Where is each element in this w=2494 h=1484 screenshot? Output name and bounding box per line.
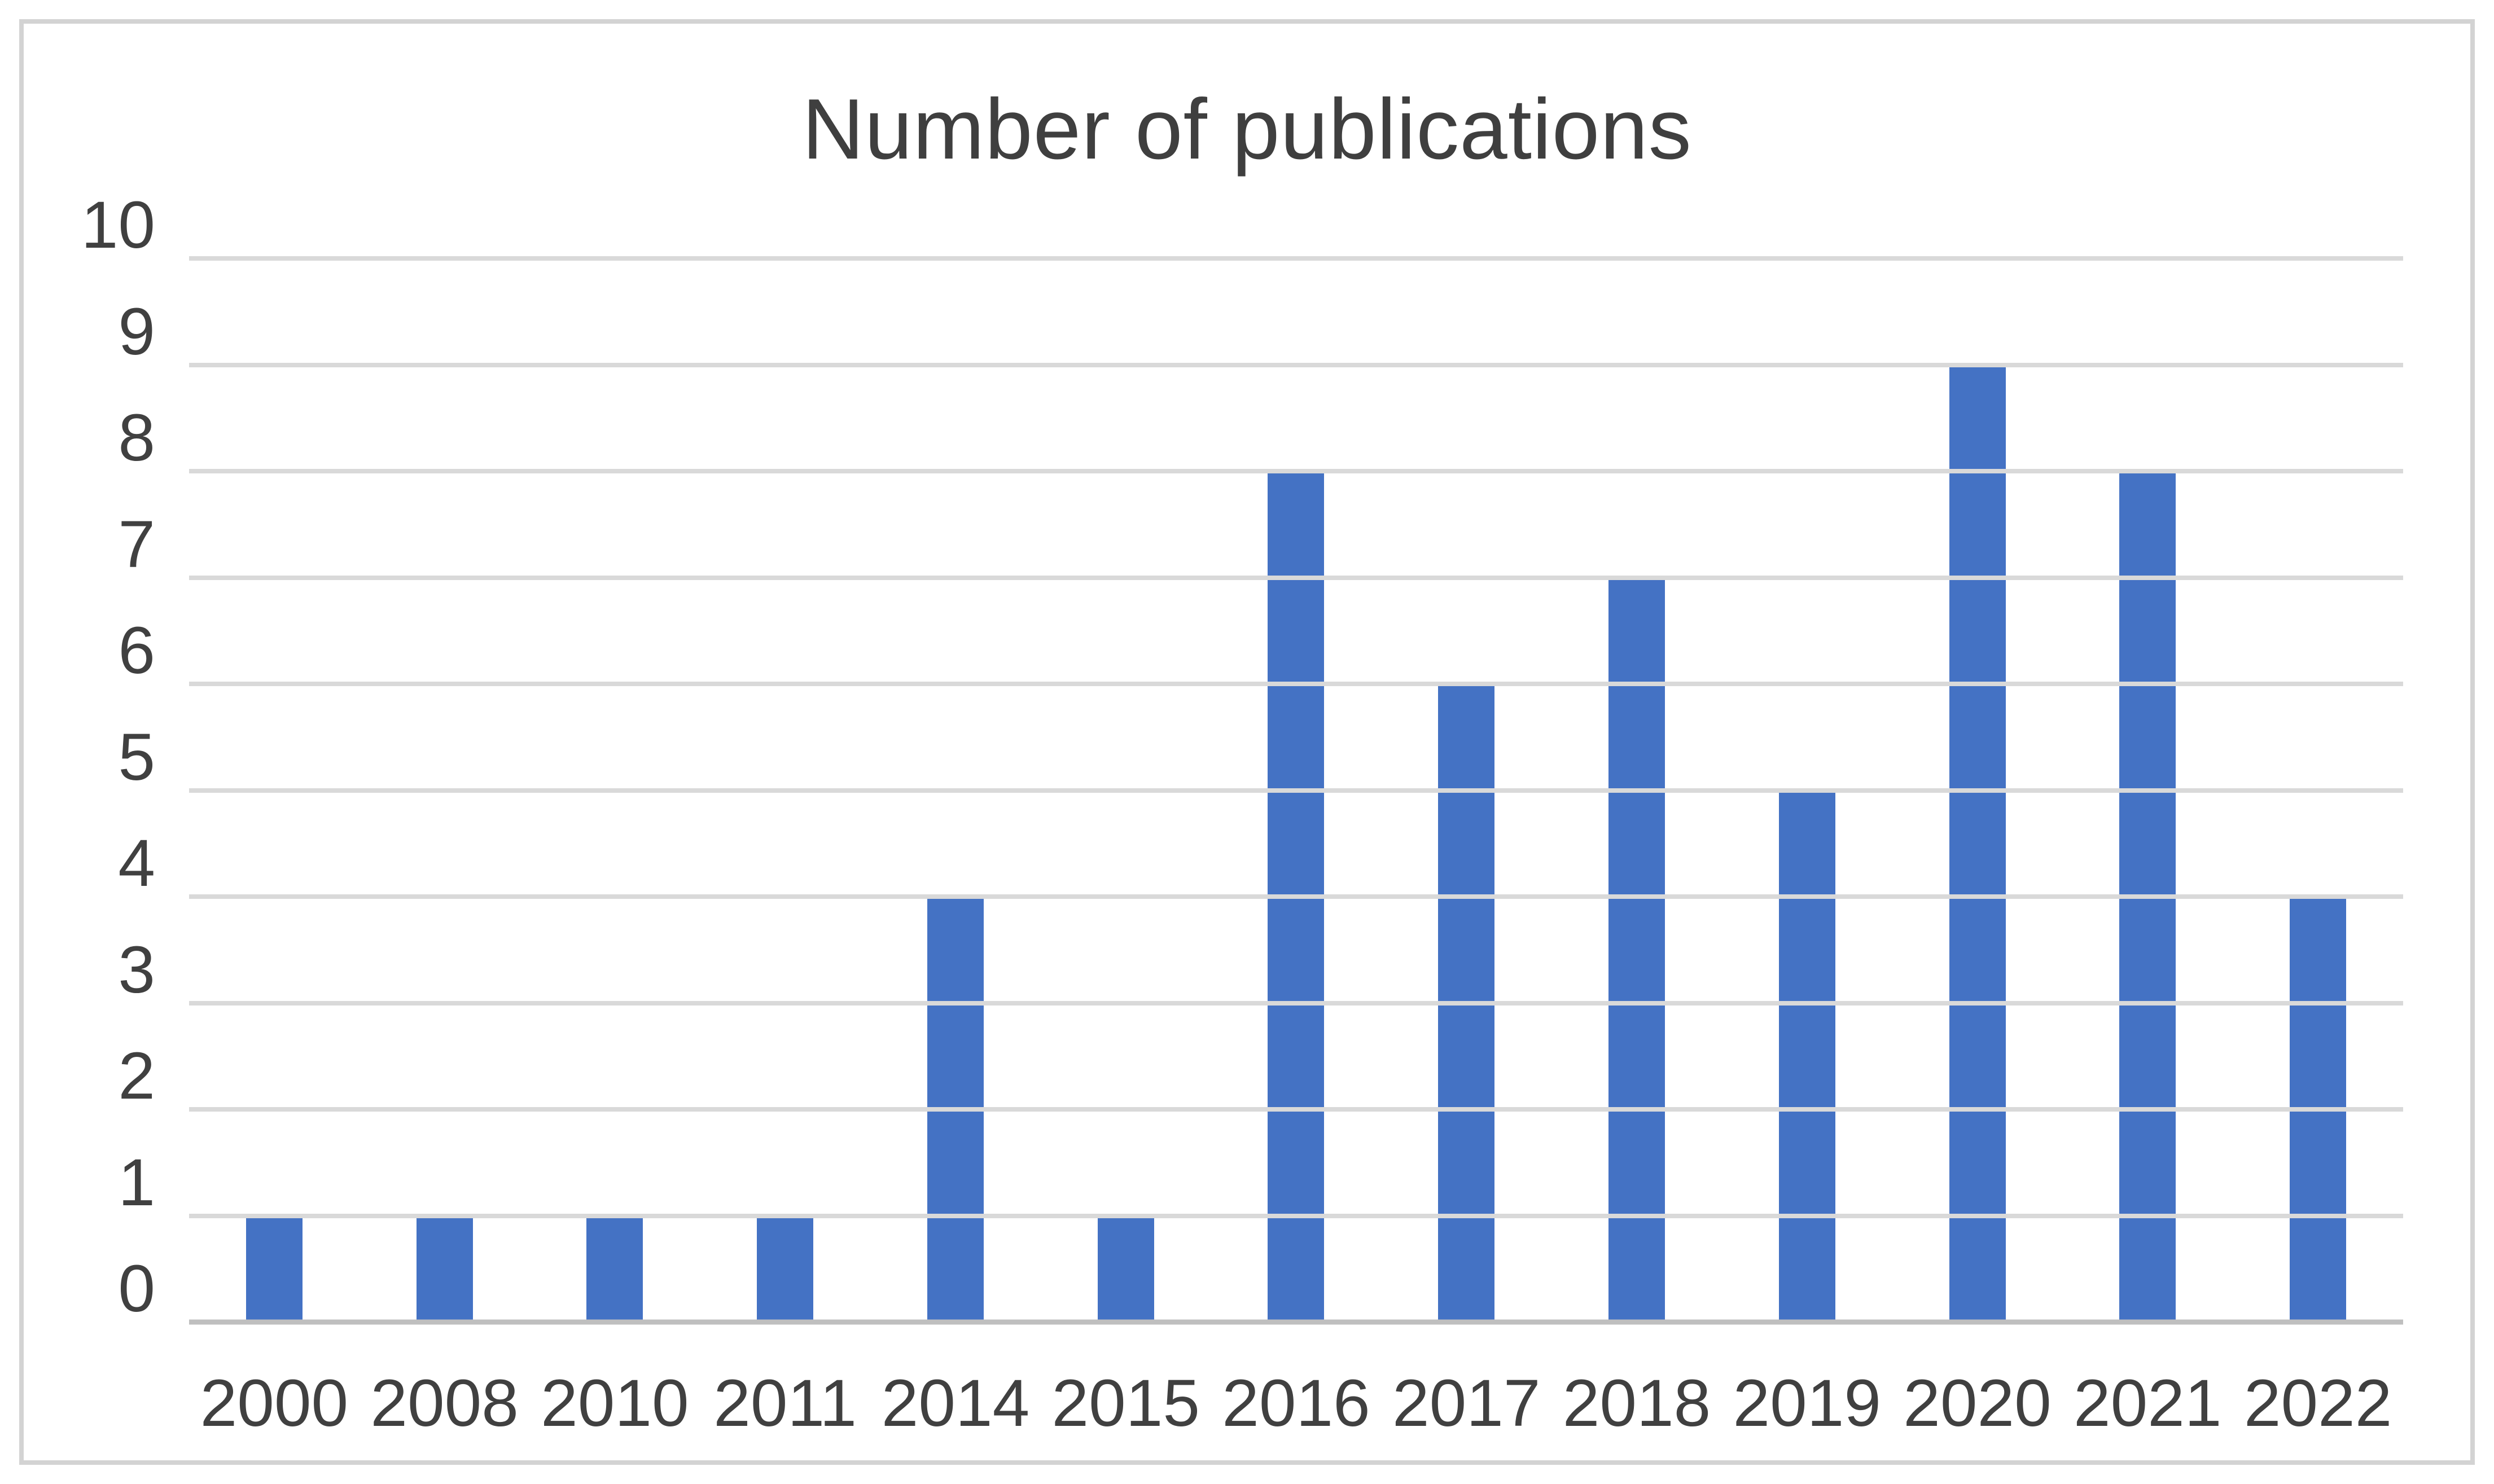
gridline [189, 469, 2403, 473]
bar-cell [700, 258, 870, 1322]
x-axis-line [189, 1319, 2403, 1325]
y-tick-label: 1 [118, 1145, 155, 1220]
y-tick-label: 0 [118, 1252, 155, 1326]
x-tick-label: 2011 [713, 1366, 857, 1441]
gridline [189, 788, 2403, 793]
y-tick-label: 7 [118, 507, 155, 582]
x-tick-label: 2000 [200, 1366, 349, 1441]
gridline [189, 256, 2403, 261]
plot-area: 0 1 2 3 4 5 6 7 8 9 10 [81, 192, 2403, 1325]
y-tick-label: 4 [118, 826, 155, 901]
x-axis-labels: 2000 2008 2010 2011 2014 2015 2016 2017 2018 2019… [189, 1370, 2403, 1437]
y-tick-label: 6 [118, 613, 155, 688]
y-tick-label: 9 [118, 294, 155, 369]
gridline [189, 1000, 2403, 1006]
bar-2011 [757, 1215, 814, 1322]
x-tick-label: 2022 [2243, 1366, 2392, 1441]
bar-cell [360, 258, 530, 1322]
bar-2020 [1949, 365, 2006, 1322]
x-tick-label: 2008 [370, 1366, 519, 1441]
bar-2019 [1778, 790, 1835, 1322]
bar-2010 [586, 1215, 643, 1322]
gridline [189, 362, 2403, 367]
gridline [189, 1107, 2403, 1112]
bar-2015 [1097, 1215, 1154, 1322]
chart-figure: Number of publications 0 1 2 3 4 5 6 7 8 9 10 2000… [19, 19, 2475, 1465]
x-tick-label: 2021 [2074, 1366, 2222, 1441]
gridline [189, 575, 2403, 580]
x-tick-label: 2015 [1051, 1366, 1200, 1441]
bar-cell [189, 258, 360, 1322]
y-tick-label: 5 [118, 719, 155, 794]
bar-2008 [416, 1215, 473, 1322]
bar-2000 [246, 1215, 303, 1322]
x-tick-label: 2014 [881, 1366, 1030, 1441]
y-tick-label: 8 [118, 401, 155, 475]
x-tick-label: 2010 [541, 1366, 689, 1441]
y-tick-label: 10 [81, 188, 155, 262]
bar-cell [1041, 258, 1211, 1322]
bar-cell [1892, 258, 2063, 1322]
gridline [189, 682, 2403, 686]
chart-title: Number of publications [802, 81, 1692, 177]
bar-2018 [1608, 577, 1665, 1322]
x-tick-label: 2019 [1733, 1366, 1882, 1441]
x-tick-label: 2017 [1392, 1366, 1541, 1441]
x-tick-label: 2016 [1222, 1366, 1370, 1441]
gridline [189, 894, 2403, 899]
x-tick-label: 2020 [1903, 1366, 2052, 1441]
bar-cell [530, 258, 700, 1322]
bar-cell [1722, 258, 1892, 1322]
y-tick-label: 2 [118, 1039, 155, 1113]
bar-cell [1551, 258, 1722, 1322]
y-tick-label: 3 [118, 932, 155, 1007]
gridline [189, 1213, 2403, 1218]
x-tick-label: 2018 [1562, 1366, 1711, 1441]
